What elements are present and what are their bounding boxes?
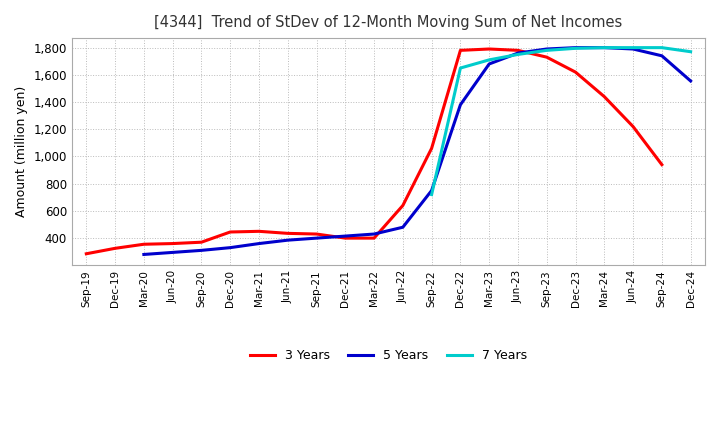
5 Years bbox=[686, 78, 695, 84]
5 Years bbox=[197, 248, 206, 253]
3 Years bbox=[600, 94, 608, 99]
3 Years bbox=[111, 246, 120, 251]
7 Years bbox=[571, 46, 580, 51]
5 Years bbox=[657, 53, 666, 59]
5 Years bbox=[456, 102, 464, 107]
3 Years bbox=[657, 162, 666, 167]
5 Years bbox=[168, 250, 177, 255]
5 Years bbox=[226, 245, 235, 250]
5 Years bbox=[284, 238, 292, 243]
3 Years bbox=[399, 203, 408, 208]
5 Years bbox=[571, 45, 580, 50]
5 Years bbox=[341, 234, 350, 239]
3 Years bbox=[341, 235, 350, 241]
3 Years bbox=[370, 235, 379, 241]
5 Years bbox=[140, 252, 148, 257]
3 Years bbox=[140, 242, 148, 247]
5 Years bbox=[513, 51, 522, 56]
5 Years bbox=[399, 224, 408, 230]
Line: 5 Years: 5 Years bbox=[144, 48, 690, 254]
3 Years bbox=[82, 251, 91, 257]
5 Years bbox=[312, 235, 321, 241]
7 Years bbox=[542, 48, 551, 53]
5 Years bbox=[485, 61, 493, 66]
5 Years bbox=[600, 45, 608, 50]
3 Years bbox=[226, 229, 235, 235]
7 Years bbox=[513, 52, 522, 57]
7 Years bbox=[629, 45, 637, 50]
7 Years bbox=[600, 45, 608, 50]
7 Years bbox=[485, 57, 493, 62]
3 Years bbox=[513, 48, 522, 53]
7 Years bbox=[686, 49, 695, 55]
7 Years bbox=[657, 45, 666, 50]
3 Years bbox=[284, 231, 292, 236]
3 Years bbox=[197, 239, 206, 245]
7 Years bbox=[456, 66, 464, 71]
3 Years bbox=[255, 229, 264, 234]
3 Years bbox=[485, 46, 493, 51]
5 Years bbox=[542, 46, 551, 51]
3 Years bbox=[312, 231, 321, 237]
3 Years bbox=[571, 70, 580, 75]
Y-axis label: Amount (million yen): Amount (million yen) bbox=[15, 86, 28, 217]
3 Years bbox=[542, 55, 551, 60]
7 Years bbox=[427, 192, 436, 197]
3 Years bbox=[168, 241, 177, 246]
3 Years bbox=[629, 124, 637, 129]
5 Years bbox=[629, 46, 637, 51]
Title: [4344]  Trend of StDev of 12-Month Moving Sum of Net Incomes: [4344] Trend of StDev of 12-Month Moving… bbox=[154, 15, 623, 30]
Line: 7 Years: 7 Years bbox=[431, 48, 690, 194]
3 Years bbox=[427, 146, 436, 151]
5 Years bbox=[255, 241, 264, 246]
Line: 3 Years: 3 Years bbox=[86, 49, 662, 254]
5 Years bbox=[370, 231, 379, 237]
5 Years bbox=[427, 188, 436, 193]
Legend: 3 Years, 5 Years, 7 Years: 3 Years, 5 Years, 7 Years bbox=[245, 344, 532, 367]
3 Years bbox=[456, 48, 464, 53]
